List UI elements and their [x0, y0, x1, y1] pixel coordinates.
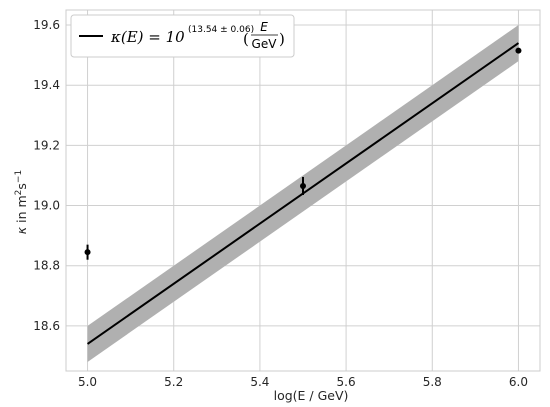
y-tick-label: 19.2: [33, 138, 60, 152]
legend-paren-right: ): [279, 30, 285, 48]
y-axis-label-kappa: κ: [14, 226, 29, 234]
data-points-layer: [84, 47, 522, 260]
y-tick-label: 18.6: [33, 319, 60, 333]
legend-numerator: E: [260, 20, 268, 34]
y-axis-label-s: s: [14, 183, 29, 190]
plot-frame: [65, 9, 541, 372]
x-tick-label: 5.0: [78, 375, 97, 389]
x-tick-labels: 5.0 5.2 5.4 5.6 5.8 6.0: [78, 375, 528, 389]
x-tick-label: 5.2: [164, 375, 183, 389]
legend-box: [70, 14, 295, 58]
x-tick-label: 5.8: [423, 375, 442, 389]
y-tick-label: 19.4: [33, 78, 60, 92]
y-tick-label: 19.0: [33, 199, 60, 213]
legend-paren-left: (: [243, 30, 249, 48]
data-point: [515, 47, 522, 54]
legend-denominator: GeV: [252, 37, 278, 51]
data-point: [300, 182, 306, 189]
x-tick-label: 5.4: [250, 375, 269, 389]
x-tick-label: 6.0: [509, 375, 528, 389]
y-axis-label-sq: 2: [14, 190, 24, 196]
x-axis-label: log(E / GeV): [274, 388, 349, 403]
y-tick-label: 18.8: [33, 259, 60, 273]
y-axis-label-neg: −1: [14, 170, 24, 183]
y-tick-label: 19.6: [33, 18, 60, 32]
legend-exponent: (13.54 ± 0.06): [188, 25, 254, 35]
y-axis-label: κ in m2s−1: [14, 170, 29, 234]
data-point: [84, 249, 91, 256]
legend: κ(E) = 10 (13.54 ± 0.06) ( E GeV ): [70, 14, 295, 58]
y-axis-label-unit: in m: [14, 195, 29, 227]
x-tick-label: 5.6: [337, 375, 356, 389]
y-tick-labels: 18.6 18.8 19.0 19.2 19.4 19.6: [33, 18, 60, 333]
legend-main-text: κ(E) = 10: [110, 28, 185, 46]
